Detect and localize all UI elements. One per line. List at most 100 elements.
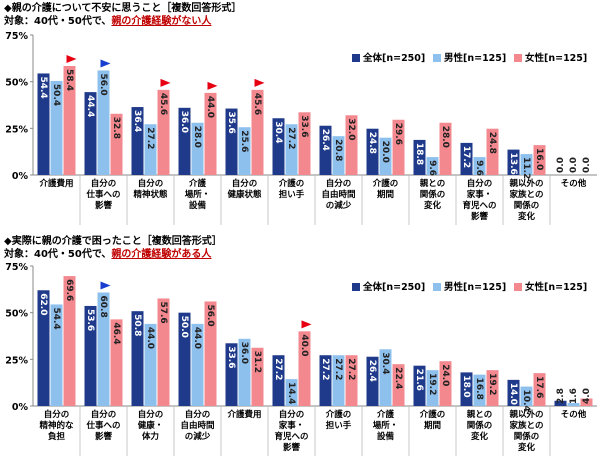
chart1-category-label: 自分の (91, 178, 117, 189)
chart1-category-label: 介護の (278, 178, 305, 189)
chart1-y-tick-label: 25% (5, 124, 28, 135)
chart2-legend-swatch (514, 283, 522, 291)
chart1-data-label: 58.4 (64, 69, 74, 91)
chart2-data-label: 60.8 (98, 296, 108, 318)
chart1-subtitle-emph: 親の介護経験がない人 (111, 16, 212, 27)
chart2-data-label: 18.0 (461, 375, 471, 397)
chart1-data-label: 44.0 (205, 96, 215, 118)
chart1-legend-label: 男性[n=125] (444, 52, 506, 64)
chart1-category-label: 自分の (138, 178, 164, 189)
chart1-data-label: 0.0 (582, 157, 592, 173)
chart1-data-label: 9.6 (427, 160, 437, 176)
chart1-category-label: 期間 (377, 189, 394, 200)
chart1-bar (63, 65, 76, 175)
chart1-bar (178, 107, 191, 175)
chart2-bar (178, 312, 191, 406)
chart1-data-label: 36.0 (179, 111, 189, 133)
chart2-data-label: 27.2 (333, 358, 343, 380)
chart1-bar (507, 149, 520, 175)
chart1-data-label: 30.4 (273, 121, 283, 143)
chart2-bar (97, 292, 110, 406)
chart2-subtitle-emph: 親の介護経験がある人 (111, 249, 212, 260)
chart2-category-label: 自分の (91, 409, 117, 420)
chart1-bar (204, 92, 217, 175)
chart1-highlight-arrow (100, 59, 111, 68)
chart1-data-label: 26.4 (320, 129, 330, 151)
chart2-category-label: 自分の (44, 409, 70, 420)
chart2-data-label: 44.0 (192, 327, 202, 349)
chart1-data-label: 28.0 (192, 126, 202, 148)
chart2-legend-swatch (433, 283, 441, 291)
chart1-data-label: 35.6 (226, 112, 236, 134)
chart2-category-label: 介護の (325, 409, 352, 420)
chart2-bar (110, 319, 123, 406)
chart2-category-label: の減少 (185, 431, 211, 442)
chart2-data-label: 14.4 (286, 382, 296, 404)
chart2-highlight-arrow (100, 281, 111, 290)
chart1-data-label: 9.6 (474, 160, 484, 176)
chart2-data-label: 27.2 (320, 358, 330, 380)
chart1-category-label: 設備 (189, 200, 207, 211)
chart2-category-label: 介護の (419, 409, 446, 420)
chart1-bar (392, 119, 405, 175)
chart2-subtitle: 対象：40代・50代で、親の介護経験がある人 (4, 249, 211, 261)
chart2-y-tick-label: 25% (5, 355, 28, 366)
chart1-bar (520, 154, 533, 175)
chart1-category-label: 影響 (471, 211, 489, 222)
chart2-bar (439, 361, 452, 406)
chart1-data-label: 0.0 (569, 157, 579, 173)
chart1-category-label: 自分の (467, 178, 493, 189)
chart1-bar (272, 118, 285, 175)
chart1-highlight-arrow (160, 78, 171, 87)
chart1-y-tick-label: 0% (12, 171, 29, 182)
chart2-data-label: 10.4 (521, 390, 531, 412)
chart2-category-label: 設備 (377, 431, 395, 442)
chart2-data-label: 4.0 (582, 388, 592, 404)
chart2-data-label: 40.0 (299, 334, 309, 356)
chart2-data-label: 31.2 (252, 351, 262, 373)
chart2-bar (567, 403, 580, 406)
chart2-bar (533, 373, 546, 406)
chart2-category-label: 変化 (518, 442, 536, 453)
chart1-data-label: 56.0 (98, 73, 108, 95)
chart1-category-label: 親以外の (509, 178, 543, 189)
chart1-bar (413, 139, 426, 175)
chart1-data-label: 18.8 (414, 143, 424, 165)
chart1-bar (225, 108, 238, 175)
chart1-bar (37, 73, 50, 175)
chart1-title: ◆親の介護について不安に思うこと［複数回答形式］ (4, 3, 242, 14)
chart1-bar (486, 128, 499, 175)
chart1-highlight-arrow (66, 54, 77, 63)
chart2-data-label: 62.0 (38, 293, 48, 315)
chart2-data-label: 22.4 (393, 367, 403, 389)
chart2-category-label: 関係の (514, 431, 540, 442)
chart2-bar (413, 365, 426, 406)
chart1: 0% 25% 50% 75% 54.4 50.458.4 介護費用 44.456.0 32.8 自… (5, 31, 597, 225)
chart2-data-label: 53.6 (85, 309, 95, 331)
chart1-data-label: 28.0 (440, 126, 450, 148)
chart2-data-label: 50.8 (132, 314, 142, 336)
chart2-data-label: 17.6 (534, 376, 544, 398)
chart2-bar (238, 338, 251, 406)
chart1-legend-swatch (433, 54, 441, 62)
chart2-data-label: 2.8 (556, 388, 566, 404)
chart1-bar (460, 142, 473, 175)
chart2-bar (332, 355, 345, 406)
chart2-category-label: 変化 (471, 431, 489, 442)
chart1-data-label: 17.2 (461, 146, 471, 168)
chart2-category-label: 健康・ (138, 420, 164, 431)
chart2-data-label: 54.4 (51, 307, 61, 329)
chart2-bar (486, 370, 499, 406)
chart1-data-label: 32.0 (346, 118, 356, 140)
chart1-data-label: 20.0 (380, 141, 390, 163)
chart2-bar (225, 343, 238, 406)
chart2-bar (392, 364, 405, 406)
chart1-data-label: 45.6 (252, 93, 262, 115)
chart1-data-label: 11.2 (521, 157, 531, 179)
chart2-bar (251, 347, 264, 406)
chart1-bar (319, 125, 332, 175)
chart1-category-label: 精神状態 (133, 189, 168, 200)
chart2-category-label: 仕事への (85, 420, 120, 431)
chart1-bar (366, 128, 379, 175)
chart1-category-label: 関係の (420, 189, 446, 200)
